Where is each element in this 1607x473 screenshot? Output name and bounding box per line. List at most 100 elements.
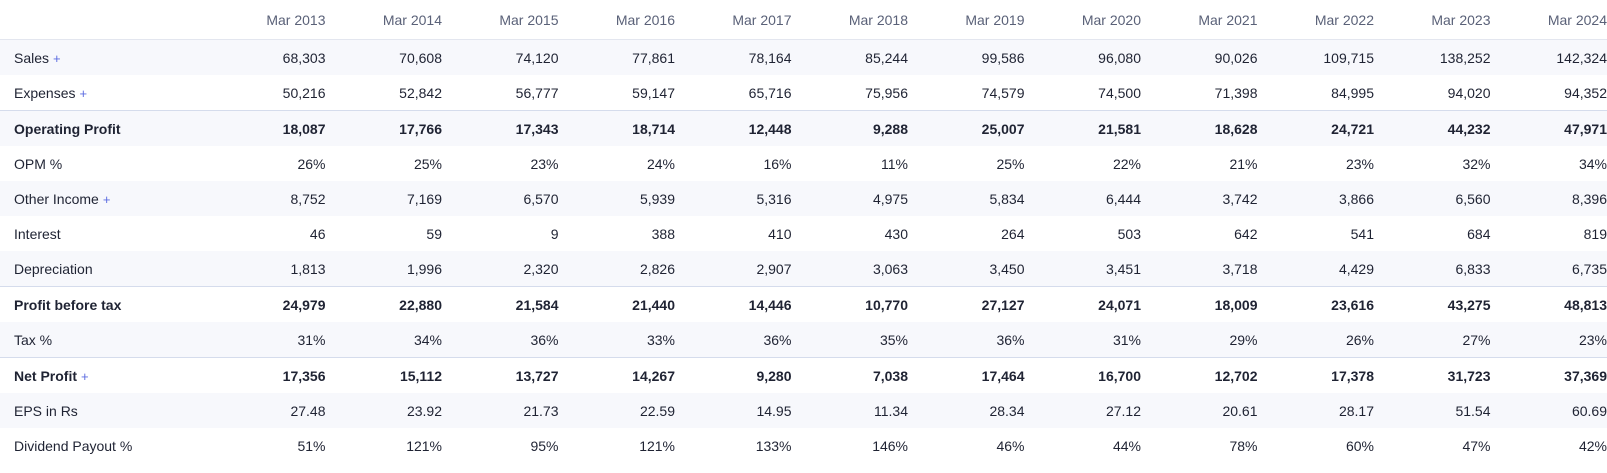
- value-cell: 24,721: [1257, 110, 1374, 146]
- value-cell: 56,777: [515, 84, 559, 101]
- value-cell: 2,826: [558, 251, 675, 287]
- value-cell: 25,007: [908, 110, 1025, 146]
- value-cell: 142,324: [1490, 39, 1607, 75]
- row-label-cell: Interest: [0, 216, 209, 251]
- value-cell: 90,026: [1141, 39, 1258, 75]
- row-label-cell: Tax %: [0, 322, 209, 358]
- year-header: Mar 2021: [1141, 0, 1258, 40]
- row-label-cell: EPS in Rs: [0, 393, 209, 428]
- value-cell: 410: [768, 225, 792, 242]
- table-row-operating-profit: Operating Profit 18,087 17,766 17,343 18,714…: [0, 110, 1607, 146]
- value-cell: 94,352: [1564, 84, 1607, 101]
- row-label: Net Profit: [14, 367, 77, 384]
- row-label-cell[interactable]: Net Profit +: [0, 357, 209, 393]
- value-cell: 25%: [413, 155, 442, 172]
- value-cell: 3,451: [1024, 251, 1141, 287]
- table-row-dividend-payout: Dividend Payout % 51% 121% 95% 121% 133% 146% 4…: [0, 428, 1607, 463]
- value-cell: 94,020: [1447, 84, 1491, 101]
- value-cell: 430: [884, 225, 908, 242]
- year-header: Mar 2014: [325, 0, 442, 40]
- row-label: Tax %: [14, 331, 53, 348]
- table-row-sales: Sales +68,303 70,608 74,120 77,861 78,164 85,2…: [0, 39, 1607, 75]
- value-cell: 27.48: [209, 393, 326, 428]
- value-cell: 14.95: [675, 393, 792, 428]
- value-cell: 3,866: [1257, 181, 1374, 216]
- value-cell: 6,560: [1374, 181, 1491, 216]
- value-cell: 70,608: [325, 39, 442, 75]
- value-cell: 36%: [442, 322, 559, 358]
- row-label: Profit before tax: [14, 296, 122, 313]
- table-row-interest: Interest 46 59 9 388 410 430 264 503 642 541 684 819: [0, 216, 1607, 251]
- value-cell: 77,861: [558, 39, 675, 75]
- value-cell: 23%: [530, 155, 559, 172]
- value-cell: 18,714: [558, 110, 675, 146]
- value-cell: 8,752: [209, 181, 326, 216]
- value-cell: 74,500: [1098, 84, 1141, 101]
- value-cell: 17,464: [908, 357, 1025, 393]
- value-cell: 78,164: [675, 39, 792, 75]
- year-header: Mar 2024: [1490, 0, 1607, 40]
- expand-plus-icon[interactable]: +: [102, 191, 111, 207]
- value-cell: 11.34: [791, 393, 908, 428]
- value-cell: 18,009: [1141, 286, 1258, 322]
- expand-plus-icon[interactable]: +: [81, 368, 89, 384]
- value-cell: 109,715: [1257, 39, 1374, 75]
- value-cell: 17,766: [325, 110, 442, 146]
- table-row-depreciation: Depreciation 1,813 1,996 2,320 2,826 2,907 3,0…: [0, 251, 1607, 287]
- value-cell: 52,842: [399, 84, 442, 101]
- value-cell: 9: [550, 225, 559, 242]
- value-cell: 146%: [872, 437, 908, 454]
- value-cell: 23%: [1345, 155, 1374, 172]
- expand-plus-icon[interactable]: +: [79, 85, 88, 101]
- value-cell: 5,939: [558, 181, 675, 216]
- value-cell: 95%: [530, 437, 559, 454]
- value-cell: 42%: [1578, 437, 1607, 454]
- value-cell: 44%: [1112, 437, 1141, 454]
- year-header: Mar 2022: [1257, 0, 1374, 40]
- year-header: Mar 2017: [675, 0, 792, 40]
- value-cell: 819: [1583, 225, 1607, 242]
- year-header: Mar 2013: [209, 0, 326, 40]
- value-cell: 6,833: [1374, 251, 1491, 287]
- value-cell: 23,616: [1257, 286, 1374, 322]
- value-cell: 31%: [1024, 322, 1141, 358]
- row-label-cell: OPM %: [0, 146, 209, 181]
- value-cell: 121%: [639, 437, 675, 454]
- row-label-cell[interactable]: Sales +: [0, 39, 209, 75]
- value-cell: 12,448: [675, 110, 792, 146]
- value-cell: 14,446: [675, 286, 792, 322]
- value-cell: 1,813: [209, 251, 326, 287]
- row-label: Interest: [14, 225, 61, 242]
- table-row-profit-before-tax: Profit before tax 24,979 22,880 21,584 21,44…: [0, 286, 1607, 322]
- value-cell: 22,880: [325, 286, 442, 322]
- value-cell: 43,275: [1374, 286, 1491, 322]
- year-header: Mar 2019: [908, 0, 1025, 40]
- value-cell: 20.61: [1141, 393, 1258, 428]
- value-cell: 5,834: [908, 181, 1025, 216]
- value-cell: 32%: [1462, 155, 1491, 172]
- value-cell: 65,716: [748, 84, 792, 101]
- year-header: Mar 2020: [1024, 0, 1141, 40]
- value-cell: 121%: [406, 437, 442, 454]
- row-label-cell[interactable]: Expenses +: [0, 75, 209, 111]
- expand-plus-icon[interactable]: +: [53, 50, 61, 66]
- row-label-cell: Profit before tax: [0, 286, 209, 322]
- value-cell: 21%: [1229, 155, 1258, 172]
- value-cell: 74,120: [442, 39, 559, 75]
- value-cell: 264: [1001, 225, 1025, 242]
- value-cell: 9,280: [675, 357, 792, 393]
- value-cell: 503: [1117, 225, 1141, 242]
- value-cell: 59,147: [632, 84, 675, 101]
- value-cell: 4,429: [1257, 251, 1374, 287]
- value-cell: 34%: [325, 322, 442, 358]
- value-cell: 59: [426, 225, 442, 242]
- value-cell: 3,742: [1141, 181, 1258, 216]
- value-cell: 37,369: [1490, 357, 1607, 393]
- table-row-eps: EPS in Rs 27.48 23.92 21.73 22.59 14.95 11.34 2…: [0, 393, 1607, 428]
- value-cell: 31%: [209, 322, 326, 358]
- value-cell: 47%: [1462, 437, 1491, 454]
- year-header: Mar 2023: [1374, 0, 1491, 40]
- value-cell: 6,570: [442, 181, 559, 216]
- value-cell: 21,440: [558, 286, 675, 322]
- row-label-cell[interactable]: Other Income +: [0, 181, 209, 216]
